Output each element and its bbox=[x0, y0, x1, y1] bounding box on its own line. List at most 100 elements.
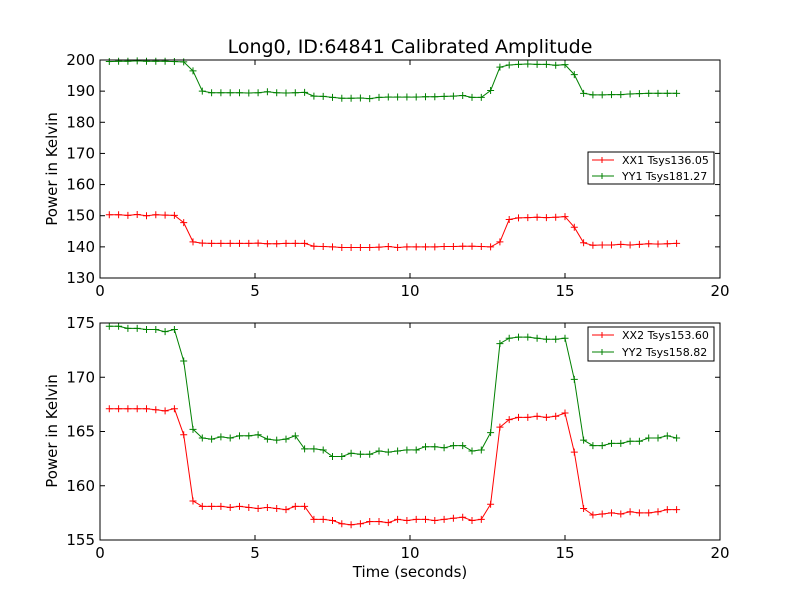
data-point bbox=[189, 497, 197, 505]
data-point bbox=[105, 322, 113, 330]
data-point bbox=[505, 416, 513, 424]
data-point bbox=[152, 326, 160, 334]
legend-label-yy1: YY1 Tsys181.27 bbox=[621, 170, 707, 183]
data-point bbox=[449, 243, 457, 251]
data-point bbox=[403, 516, 411, 524]
data-point bbox=[580, 89, 588, 97]
data-point bbox=[180, 219, 188, 227]
data-point bbox=[626, 437, 634, 445]
legend-marker-yy1 bbox=[599, 173, 605, 179]
data-point bbox=[105, 211, 113, 219]
data-point bbox=[598, 241, 606, 249]
top-plot-ticks: 0 5 10 15 20 130 140 150 160 170 180 190 200 bbox=[66, 51, 729, 300]
data-point bbox=[282, 506, 290, 514]
y-tick-label: 175 bbox=[66, 314, 95, 332]
data-point bbox=[254, 505, 262, 513]
data-point bbox=[515, 60, 522, 68]
data-point bbox=[449, 442, 457, 450]
data-point bbox=[431, 516, 439, 524]
data-point bbox=[208, 239, 216, 247]
data-point bbox=[347, 94, 355, 102]
data-point bbox=[459, 513, 467, 521]
data-point bbox=[329, 516, 336, 524]
data-point bbox=[663, 432, 671, 440]
data-point bbox=[273, 240, 281, 248]
data-point bbox=[273, 505, 281, 513]
data-point bbox=[459, 92, 467, 100]
top-plot: 0 5 10 15 20 130 140 150 160 170 180 190 200 Power i… bbox=[43, 51, 730, 300]
data-point bbox=[133, 405, 141, 413]
data-point bbox=[617, 240, 625, 248]
x-tick-label: 10 bbox=[400, 544, 419, 562]
y-tick-label: 140 bbox=[66, 238, 95, 256]
data-point bbox=[180, 431, 188, 439]
data-point bbox=[124, 405, 132, 413]
data-point bbox=[198, 239, 206, 247]
data-point bbox=[580, 436, 588, 444]
bottom-plot-frame bbox=[99, 322, 721, 541]
data-point bbox=[282, 435, 290, 443]
data-point bbox=[329, 243, 336, 251]
data-point bbox=[338, 452, 346, 460]
data-point bbox=[505, 334, 513, 342]
data-point bbox=[477, 93, 485, 101]
data-point bbox=[329, 93, 336, 101]
bottom-y-axis-label: Power in Kelvin bbox=[43, 374, 61, 488]
x-tick-label: 5 bbox=[250, 544, 260, 562]
data-point bbox=[542, 413, 550, 421]
data-point bbox=[263, 88, 271, 96]
data-point bbox=[273, 436, 281, 444]
x-axis-label: Time (seconds) bbox=[352, 563, 468, 581]
data-point bbox=[645, 509, 653, 517]
data-point bbox=[170, 405, 178, 413]
data-point bbox=[170, 326, 178, 334]
data-point bbox=[440, 515, 448, 523]
data-point bbox=[236, 239, 243, 247]
data-point bbox=[282, 89, 290, 97]
data-point bbox=[254, 431, 262, 439]
data-point bbox=[608, 241, 615, 249]
x-tick-label: 0 bbox=[95, 544, 105, 562]
data-point bbox=[356, 450, 364, 458]
data-point bbox=[487, 243, 495, 251]
x-tick-label: 15 bbox=[555, 282, 574, 300]
data-point bbox=[422, 93, 429, 101]
data-point bbox=[626, 90, 634, 98]
y-tick-label: 155 bbox=[66, 531, 95, 549]
data-point bbox=[245, 239, 253, 247]
top-plot-series bbox=[105, 57, 681, 251]
data-point bbox=[515, 333, 522, 341]
data-point bbox=[291, 239, 299, 247]
data-point bbox=[310, 92, 318, 100]
data-point bbox=[338, 243, 346, 251]
data-point bbox=[245, 432, 253, 440]
data-point bbox=[635, 437, 643, 445]
data-point bbox=[263, 240, 271, 248]
data-point bbox=[570, 71, 578, 79]
y-tick-label: 170 bbox=[66, 368, 95, 386]
legend-label-xx2: XX2 Tsys153.60 bbox=[622, 329, 709, 342]
data-point bbox=[226, 503, 234, 511]
data-point bbox=[496, 423, 504, 431]
data-point bbox=[459, 442, 467, 450]
y-tick-label: 160 bbox=[66, 477, 95, 495]
legend-marker-yy2 bbox=[599, 349, 605, 355]
data-point bbox=[431, 443, 439, 451]
data-point bbox=[552, 412, 560, 420]
data-point bbox=[198, 502, 206, 510]
data-point bbox=[589, 241, 597, 249]
data-point bbox=[236, 502, 243, 510]
data-point bbox=[422, 243, 429, 251]
bottom-legend: XX2 Tsys153.60 YY2 Tsys158.82 bbox=[587, 326, 715, 362]
data-point bbox=[598, 510, 606, 518]
x-tick-label: 5 bbox=[250, 282, 260, 300]
top-legend: XX1 Tsys136.05 YY1 Tsys181.27 bbox=[587, 151, 715, 185]
data-point bbox=[347, 449, 355, 457]
data-point bbox=[635, 90, 643, 98]
data-point bbox=[394, 243, 402, 251]
data-point bbox=[338, 94, 346, 102]
data-point bbox=[356, 94, 364, 102]
data-point bbox=[384, 93, 392, 101]
data-point bbox=[236, 89, 243, 97]
data-point bbox=[217, 502, 225, 510]
